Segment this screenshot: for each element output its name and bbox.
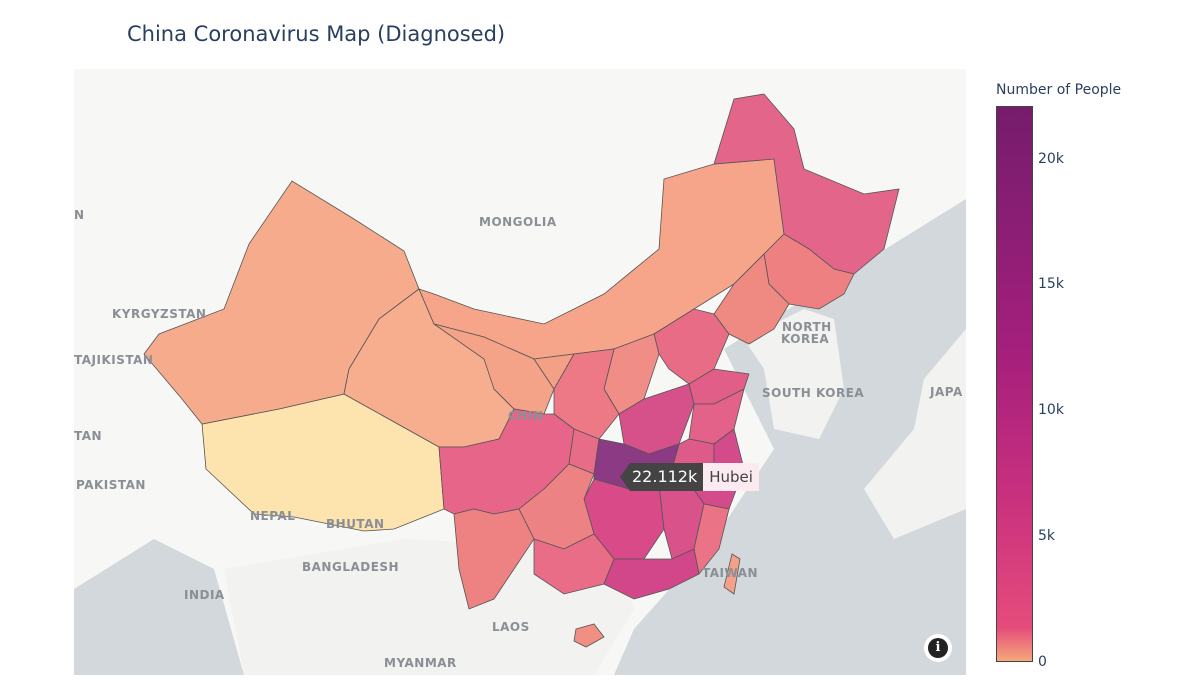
label-laos: LAOS [492,620,530,634]
label-china: CHIN [508,409,544,423]
label-myanmar: MYANMAR [384,656,457,670]
hover-tooltip: 22.112k Hubei [620,463,759,491]
label-north-korea-2: KOREA [781,332,830,346]
label-kyrgyzstan: KYRGYZSTAN [112,307,207,321]
tooltip-value: 22.112k [630,463,704,491]
info-icon: i [928,638,948,658]
colorbar-tick: 0 [1038,654,1047,670]
label-pakistan: PAKISTAN [76,478,146,492]
label-nepal: NEPAL [250,509,296,523]
colorbar-tick: 10k [1038,402,1064,418]
korea-land [744,309,844,439]
tooltip-region-name: Hubei [703,463,759,491]
label-edge-n: N [74,208,85,222]
map-area[interactable]: MONGOLIA KYRGYZSTAN TAJIKISTAN PAKISTAN … [74,69,966,675]
label-mongolia: MONGOLIA [479,215,557,229]
colorbar-tick: 15k [1038,276,1064,292]
region-yunnan [453,508,535,610]
colorbar [996,106,1033,662]
sea-south [74,539,244,675]
label-south-korea: SOUTH KOREA [762,386,865,400]
label-india: INDIA [184,588,225,602]
colorbar-tick: 20k [1038,151,1064,167]
label-bhutan: BHUTAN [326,517,385,531]
label-japan: JAPA [930,385,963,399]
label-north-korea-1: NORTH [782,320,832,334]
region-guangdong [603,548,700,600]
region-taiwan [723,553,741,595]
label-tajikistan: TAJIKISTAN [74,353,154,367]
colorbar-tick: 5k [1038,528,1056,544]
southeast-asia-land [224,539,634,675]
chart-title: China Coronavirus Map (Diagnosed) [127,22,506,46]
colorbar-title: Number of People [996,82,1122,98]
map-svg [74,93,966,675]
label-taiwan: TAIWAN [702,566,759,580]
info-button[interactable]: i [924,634,952,662]
label-bangladesh: BANGLADESH [302,560,400,574]
region-ningxia [533,353,575,390]
label-edge-tan: TAN [74,429,103,443]
tooltip-arrow [620,463,630,491]
japan-land [864,329,966,539]
region-hainan [573,623,605,648]
